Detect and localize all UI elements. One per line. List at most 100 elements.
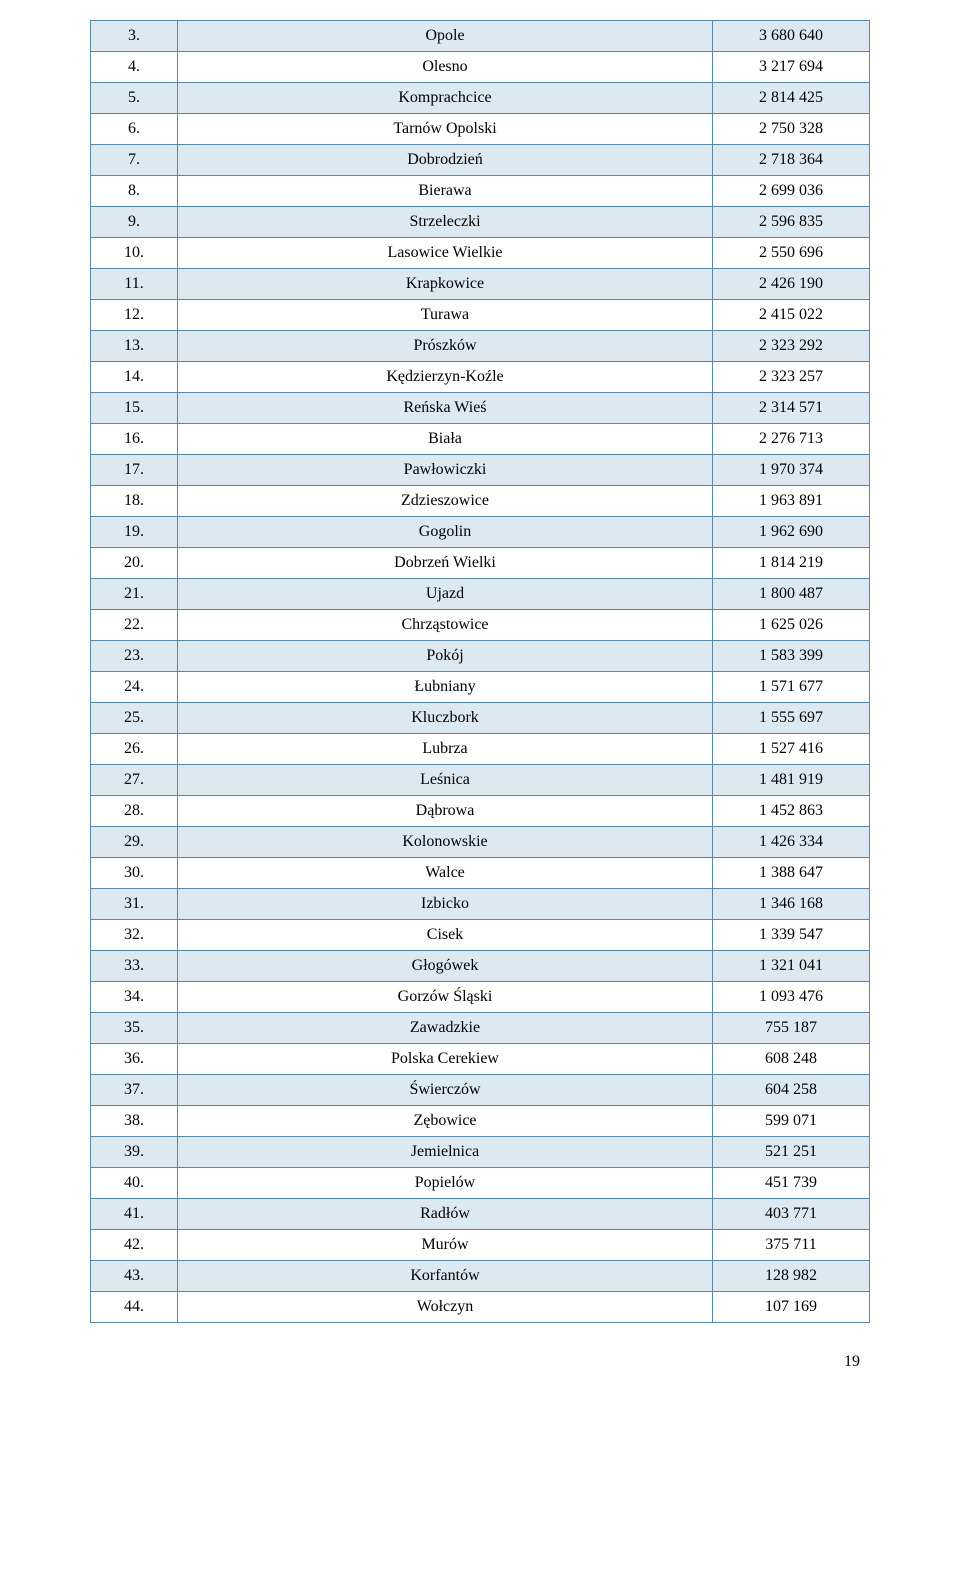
table-row: 41.Radłów403 771	[91, 1199, 870, 1230]
cell-name: Izbicko	[178, 889, 713, 920]
cell-value: 1 583 399	[713, 641, 870, 672]
table-row: 26.Lubrza1 527 416	[91, 734, 870, 765]
cell-index: 27.	[91, 765, 178, 796]
cell-index: 7.	[91, 145, 178, 176]
cell-name: Olesno	[178, 52, 713, 83]
table-row: 10.Lasowice Wielkie2 550 696	[91, 238, 870, 269]
table-row: 29.Kolonowskie1 426 334	[91, 827, 870, 858]
cell-value: 1 452 863	[713, 796, 870, 827]
cell-name: Kluczbork	[178, 703, 713, 734]
cell-value: 107 169	[713, 1292, 870, 1323]
cell-name: Gogolin	[178, 517, 713, 548]
cell-name: Zębowice	[178, 1106, 713, 1137]
cell-value: 1 814 219	[713, 548, 870, 579]
cell-value: 1 481 919	[713, 765, 870, 796]
table-row: 6.Tarnów Opolski2 750 328	[91, 114, 870, 145]
table-row: 44.Wołczyn107 169	[91, 1292, 870, 1323]
cell-name: Kolonowskie	[178, 827, 713, 858]
table-row: 21.Ujazd1 800 487	[91, 579, 870, 610]
table-row: 8.Bierawa2 699 036	[91, 176, 870, 207]
cell-index: 32.	[91, 920, 178, 951]
cell-name: Strzeleczki	[178, 207, 713, 238]
cell-index: 3.	[91, 21, 178, 52]
table-row: 27.Leśnica1 481 919	[91, 765, 870, 796]
cell-index: 43.	[91, 1261, 178, 1292]
cell-index: 38.	[91, 1106, 178, 1137]
cell-index: 26.	[91, 734, 178, 765]
table-row: 24.Łubniany1 571 677	[91, 672, 870, 703]
cell-index: 20.	[91, 548, 178, 579]
cell-name: Reńska Wieś	[178, 393, 713, 424]
cell-value: 128 982	[713, 1261, 870, 1292]
cell-name: Lubrza	[178, 734, 713, 765]
cell-value: 2 596 835	[713, 207, 870, 238]
cell-index: 29.	[91, 827, 178, 858]
cell-index: 36.	[91, 1044, 178, 1075]
table-row: 15.Reńska Wieś2 314 571	[91, 393, 870, 424]
cell-index: 12.	[91, 300, 178, 331]
cell-name: Walce	[178, 858, 713, 889]
cell-index: 37.	[91, 1075, 178, 1106]
cell-name: Pawłowiczki	[178, 455, 713, 486]
table-row: 14.Kędzierzyn-Koźle2 323 257	[91, 362, 870, 393]
cell-name: Łubniany	[178, 672, 713, 703]
table-row: 37.Świerczów604 258	[91, 1075, 870, 1106]
cell-value: 1 625 026	[713, 610, 870, 641]
cell-index: 18.	[91, 486, 178, 517]
cell-index: 17.	[91, 455, 178, 486]
table-row: 11.Krapkowice2 426 190	[91, 269, 870, 300]
cell-value: 2 550 696	[713, 238, 870, 269]
cell-name: Popielów	[178, 1168, 713, 1199]
table-row: 40.Popielów451 739	[91, 1168, 870, 1199]
data-table: 3.Opole3 680 6404.Olesno3 217 6945.Kompr…	[90, 20, 870, 1323]
cell-value: 1 963 891	[713, 486, 870, 517]
cell-index: 6.	[91, 114, 178, 145]
cell-name: Pokój	[178, 641, 713, 672]
table-row: 9.Strzeleczki2 596 835	[91, 207, 870, 238]
table-row: 18.Zdzieszowice1 963 891	[91, 486, 870, 517]
cell-value: 1 962 690	[713, 517, 870, 548]
cell-name: Murów	[178, 1230, 713, 1261]
cell-name: Opole	[178, 21, 713, 52]
cell-value: 451 739	[713, 1168, 870, 1199]
table-row: 17.Pawłowiczki1 970 374	[91, 455, 870, 486]
cell-name: Jemielnica	[178, 1137, 713, 1168]
cell-index: 44.	[91, 1292, 178, 1323]
page-container: 3.Opole3 680 6404.Olesno3 217 6945.Kompr…	[0, 0, 960, 1411]
table-row: 42.Murów375 711	[91, 1230, 870, 1261]
table-row: 31.Izbicko1 346 168	[91, 889, 870, 920]
table-row: 36.Polska Cerekiew608 248	[91, 1044, 870, 1075]
cell-index: 16.	[91, 424, 178, 455]
cell-name: Komprachcice	[178, 83, 713, 114]
cell-value: 1 346 168	[713, 889, 870, 920]
cell-value: 2 426 190	[713, 269, 870, 300]
cell-value: 2 718 364	[713, 145, 870, 176]
cell-index: 31.	[91, 889, 178, 920]
cell-index: 13.	[91, 331, 178, 362]
table-row: 19.Gogolin1 962 690	[91, 517, 870, 548]
cell-value: 599 071	[713, 1106, 870, 1137]
cell-name: Korfantów	[178, 1261, 713, 1292]
table-row: 3.Opole3 680 640	[91, 21, 870, 52]
cell-index: 42.	[91, 1230, 178, 1261]
cell-value: 403 771	[713, 1199, 870, 1230]
cell-index: 28.	[91, 796, 178, 827]
cell-value: 1 093 476	[713, 982, 870, 1013]
cell-name: Dobrzeń Wielki	[178, 548, 713, 579]
cell-name: Wołczyn	[178, 1292, 713, 1323]
cell-value: 1 388 647	[713, 858, 870, 889]
cell-name: Dobrodzień	[178, 145, 713, 176]
cell-value: 2 323 257	[713, 362, 870, 393]
table-row: 7.Dobrodzień2 718 364	[91, 145, 870, 176]
cell-value: 1 321 041	[713, 951, 870, 982]
cell-value: 1 527 416	[713, 734, 870, 765]
table-row: 32.Cisek1 339 547	[91, 920, 870, 951]
cell-name: Krapkowice	[178, 269, 713, 300]
cell-value: 2 314 571	[713, 393, 870, 424]
cell-value: 608 248	[713, 1044, 870, 1075]
cell-name: Cisek	[178, 920, 713, 951]
cell-name: Dąbrowa	[178, 796, 713, 827]
cell-value: 2 750 328	[713, 114, 870, 145]
cell-name: Świerczów	[178, 1075, 713, 1106]
table-row: 4.Olesno3 217 694	[91, 52, 870, 83]
